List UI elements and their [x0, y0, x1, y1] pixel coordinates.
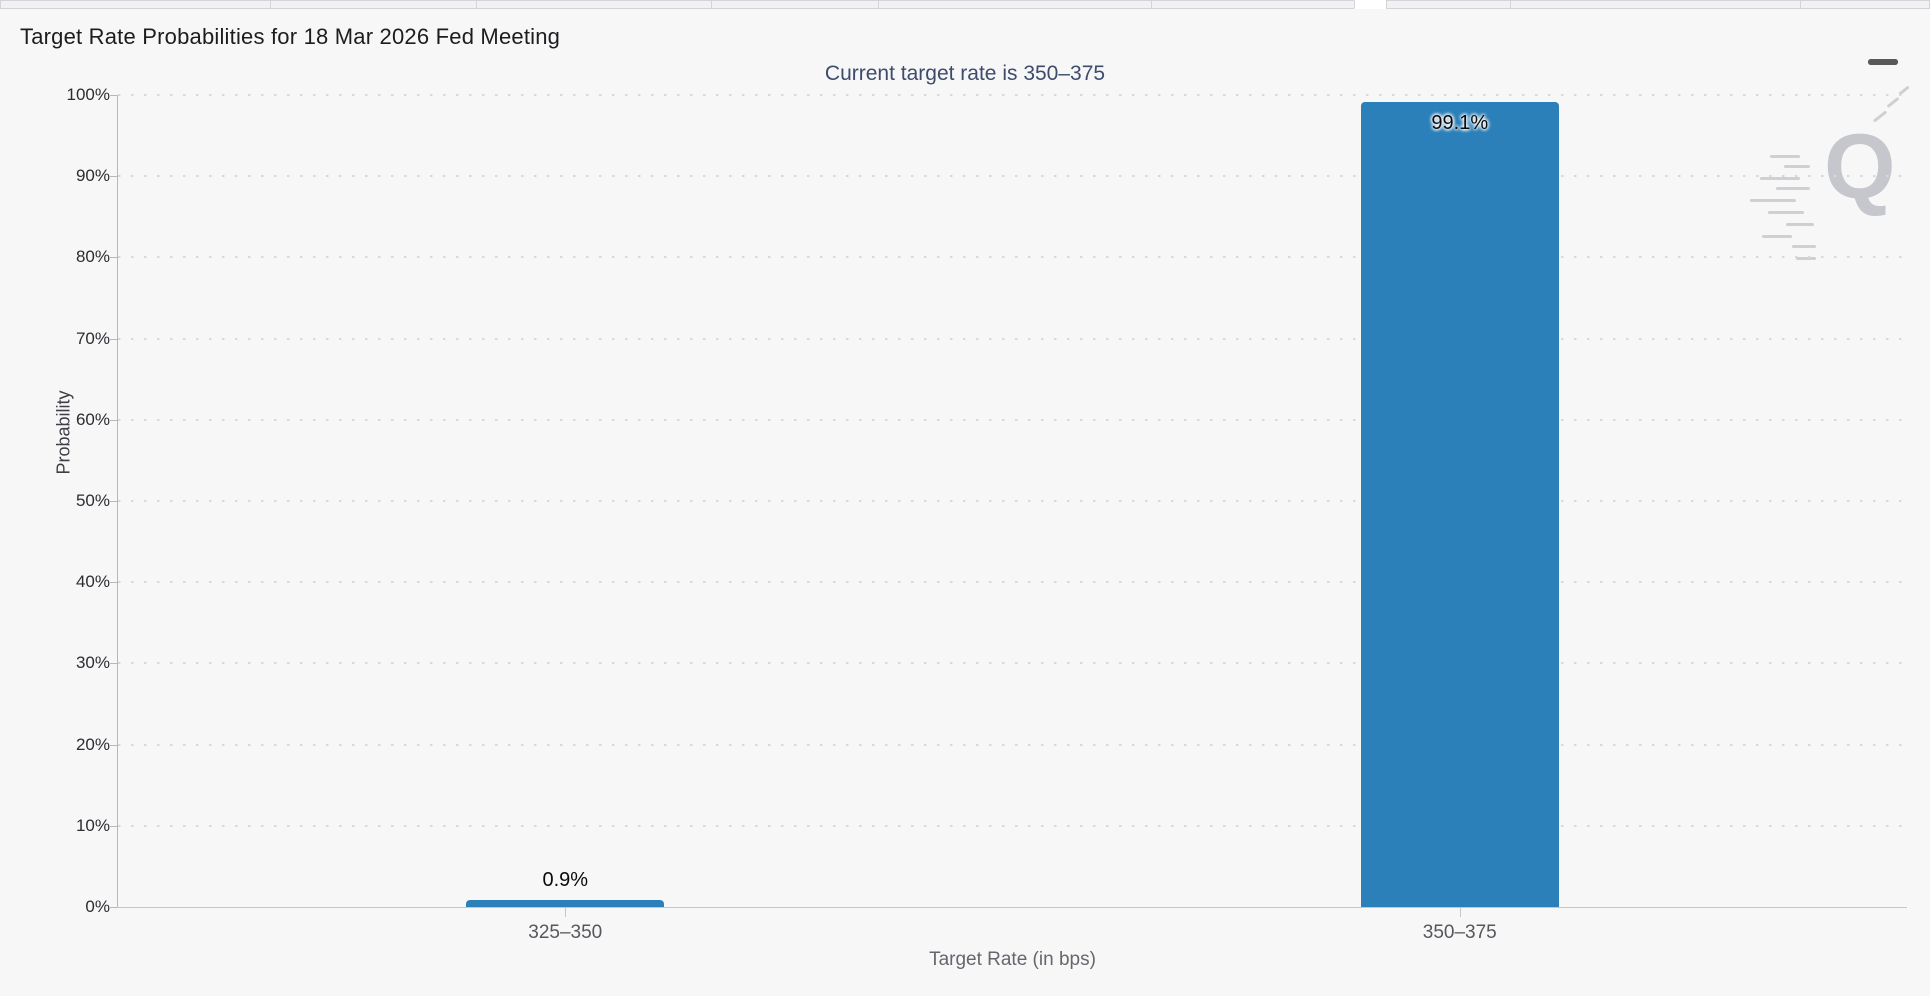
- y-axis-title: Probability: [53, 390, 74, 475]
- hamburger-menu-icon[interactable]: [1862, 27, 1904, 65]
- meeting-tab[interactable]: [270, 0, 476, 9]
- y-tick: [110, 582, 117, 584]
- y-tick-label-60: 60%: [75, 409, 110, 429]
- gridline-100: [118, 94, 1907, 97]
- chart-card: Target Rate Probabilities for 18 Mar 202…: [0, 9, 1930, 996]
- meeting-tab[interactable]: [0, 0, 270, 9]
- x-axis-line: [117, 907, 1907, 908]
- y-tick-label-50: 50%: [75, 491, 110, 510]
- gridline-30: [118, 662, 1907, 665]
- y-tick-label-80: 80%: [75, 247, 110, 267]
- y-axis-line: [117, 95, 118, 907]
- y-tick: [110, 663, 117, 665]
- chart-title: Target Rate Probabilities for 18 Mar 202…: [20, 24, 561, 49]
- meeting-tab[interactable]: [476, 0, 711, 9]
- chart-subtitle: Current target rate is 350–375: [824, 62, 1106, 85]
- y-tick: [110, 825, 117, 827]
- y-tick: [110, 257, 117, 259]
- gridline-80: [118, 256, 1907, 259]
- y-tick: [110, 907, 117, 908]
- x-category-label: 325–350: [528, 922, 603, 943]
- y-tick-label-10: 10%: [75, 815, 110, 835]
- gridline-50: [118, 500, 1907, 502]
- y-tick-label-90: 90%: [75, 166, 110, 186]
- y-tick: [110, 419, 117, 421]
- gridline-10: [118, 824, 1907, 827]
- bar-350–375[interactable]: [1360, 102, 1559, 907]
- meeting-tab[interactable]: [1386, 0, 1510, 9]
- bar-value-label: 99.1%: [1431, 112, 1489, 135]
- x-tick: [1459, 908, 1461, 917]
- gridline-60: [118, 418, 1907, 421]
- y-tick: [110, 95, 117, 96]
- y-tick: [110, 744, 117, 746]
- meeting-tab[interactable]: [1151, 0, 1354, 9]
- y-tick: [110, 501, 117, 502]
- meeting-tab[interactable]: [878, 0, 1151, 9]
- x-axis-title: Target Rate (in bps): [929, 949, 1096, 970]
- y-tick: [110, 338, 117, 340]
- hamburger-bar: [1868, 59, 1898, 65]
- bar-325–350[interactable]: [466, 899, 665, 907]
- y-tick-label-70: 70%: [75, 328, 110, 348]
- x-category-label: 350–375: [1422, 922, 1497, 943]
- gridline-20: [118, 743, 1907, 746]
- meeting-tab-strip: [0, 0, 1930, 9]
- bar-value-label: 0.9%: [542, 868, 589, 891]
- y-tick-label-100: 100%: [66, 85, 110, 104]
- y-tick-label-0: 0%: [85, 897, 110, 916]
- x-tick: [565, 908, 567, 917]
- meeting-tab[interactable]: [1510, 0, 1800, 9]
- gridline-70: [118, 337, 1907, 340]
- meeting-tab[interactable]: [711, 0, 878, 9]
- y-tick: [110, 176, 117, 178]
- meeting-tab[interactable]: [1800, 0, 1930, 9]
- meeting-tab-active[interactable]: [1354, 0, 1386, 9]
- gridline-40: [118, 581, 1907, 584]
- plot-area: 0% 10% 20% 30% 40% 50% 60% 70% 80% 90% 100% 0.9% 325…: [67, 85, 1907, 943]
- y-tick-label-20: 20%: [75, 734, 110, 754]
- gridline-90: [118, 175, 1907, 178]
- y-tick-label-30: 30%: [75, 653, 110, 673]
- y-tick-label-40: 40%: [75, 572, 110, 592]
